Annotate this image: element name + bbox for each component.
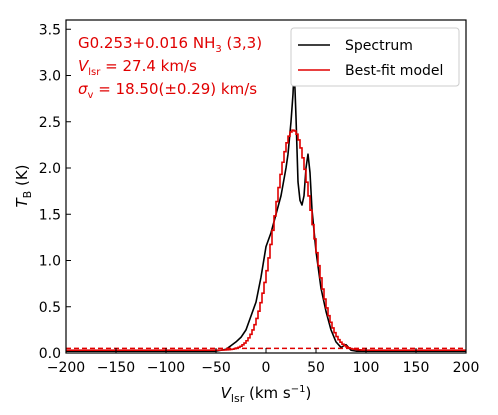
y-tick-label: 3.5 xyxy=(39,22,61,38)
y-axis-label: TB (K) xyxy=(13,164,34,207)
series-spectrum xyxy=(66,70,466,352)
x-tick-label: 100 xyxy=(353,360,380,376)
x-tick-label: 50 xyxy=(307,360,325,376)
legend-label-model: Best-fit model xyxy=(345,63,443,79)
x-axis-label: Vlsr (km s−1) xyxy=(221,384,312,405)
plot-frame xyxy=(65,19,467,354)
legend-box xyxy=(290,27,460,87)
legend: Spectrum Best-fit model xyxy=(290,27,460,87)
annotation-block: G0.253+0.016 NH3 (3,3) Vlsr = 27.4 km/s … xyxy=(78,34,262,101)
x-tick-label: −100 xyxy=(147,360,185,376)
ticks-layer: −200 −150 −100 −50 0 50 100 150 200 0.0 0.5 1.0 1.5 2… xyxy=(39,22,480,376)
y-tick-label: 1.5 xyxy=(39,207,61,223)
y-tick-label: 3.0 xyxy=(39,69,61,85)
legend-label-spectrum: Spectrum xyxy=(345,38,413,54)
y-tick-label: 1.0 xyxy=(39,254,61,270)
y-tick-label: 2.0 xyxy=(39,161,61,177)
annotation-sigma-line: σv = 18.50(±0.29) km/s xyxy=(78,80,257,101)
x-tick-label: −200 xyxy=(47,360,85,376)
y-tick-label: 2.5 xyxy=(39,115,61,131)
x-tick-label: 200 xyxy=(453,360,480,376)
annotation-source-line: G0.253+0.016 NH3 (3,3) xyxy=(78,34,262,55)
series-best-fit-model xyxy=(66,129,466,352)
x-tick-label: 150 xyxy=(403,360,430,376)
x-tick-label: −50 xyxy=(201,360,231,376)
y-tick-label: 0.5 xyxy=(39,300,61,316)
y-tick-label: 0.0 xyxy=(39,346,61,362)
x-tick-label: 0 xyxy=(262,360,271,376)
x-tick-label: −150 xyxy=(97,360,135,376)
annotation-vlsr-line: Vlsr = 27.4 km/s xyxy=(78,57,197,78)
